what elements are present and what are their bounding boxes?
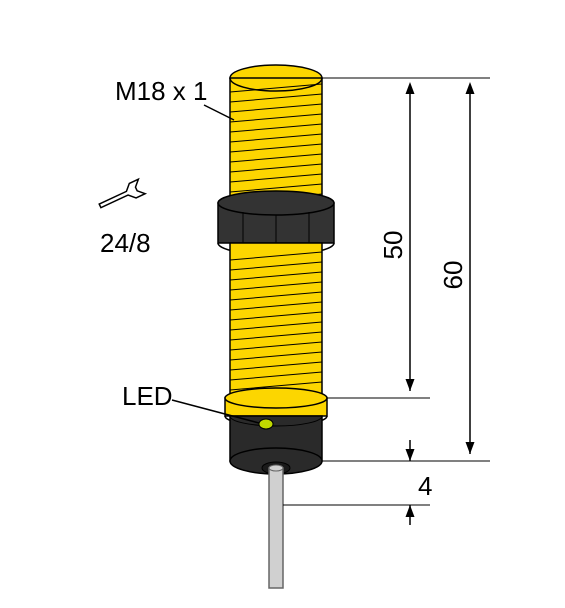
led-indicator bbox=[259, 419, 273, 429]
dim-60: 60 bbox=[438, 261, 468, 290]
sensor-body bbox=[218, 65, 334, 588]
cable bbox=[269, 468, 283, 588]
wrench-label: 24/8 bbox=[100, 228, 151, 258]
led-label: LED bbox=[122, 381, 173, 411]
dim-4: 4 bbox=[418, 471, 432, 501]
thread-label: M18 x 1 bbox=[115, 76, 208, 106]
sensor-diagram: M18 x 1 24/8 LED 50 60 4 bbox=[0, 0, 565, 608]
wrench-icon bbox=[97, 179, 145, 213]
dim-50: 50 bbox=[378, 231, 408, 260]
